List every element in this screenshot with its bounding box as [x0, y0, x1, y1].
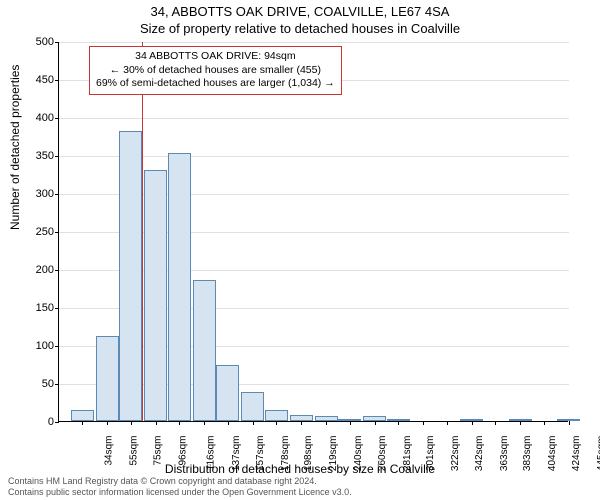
xtick-mark — [375, 421, 376, 425]
ytick-mark — [55, 384, 59, 385]
y-axis-label: Number of detached properties — [8, 65, 22, 230]
xtick-mark — [276, 421, 277, 425]
xtick-mark — [253, 421, 254, 425]
xtick-label: 34sqm — [104, 436, 115, 466]
ytick-mark — [55, 80, 59, 81]
xtick-mark — [204, 421, 205, 425]
ytick-label: 200 — [14, 264, 54, 276]
annotation-line: ← 30% of detached houses are smaller (45… — [96, 64, 335, 78]
xtick-mark — [423, 421, 424, 425]
xtick-mark — [569, 421, 570, 425]
histogram-bar — [216, 365, 239, 421]
annotation-line: 34 ABBOTTS OAK DRIVE: 94sqm — [96, 50, 335, 64]
histogram-bar — [265, 410, 288, 421]
histogram-bar — [193, 280, 216, 421]
gridline — [59, 118, 569, 119]
ytick-mark — [55, 156, 59, 157]
ytick-mark — [55, 232, 59, 233]
x-axis-label: Distribution of detached houses by size … — [0, 462, 600, 476]
ytick-label: 50 — [14, 378, 54, 390]
footer-attribution: Contains HM Land Registry data © Crown c… — [8, 476, 352, 498]
annotation-line: 69% of semi-detached houses are larger (… — [96, 77, 335, 91]
ytick-label: 100 — [14, 340, 54, 352]
ytick-label: 500 — [14, 36, 54, 48]
chart-area: 05010015020025030035040045050034sqm55sqm… — [58, 42, 568, 422]
histogram-bar — [96, 336, 119, 421]
ytick-mark — [55, 118, 59, 119]
xtick-label: 96sqm — [177, 436, 188, 466]
page-title: 34, ABBOTTS OAK DRIVE, COALVILLE, LE67 4… — [0, 0, 600, 19]
ytick-mark — [55, 42, 59, 43]
annotation-box: 34 ABBOTTS OAK DRIVE: 94sqm← 30% of deta… — [89, 46, 342, 95]
marker-line — [142, 42, 143, 421]
page-subtitle: Size of property relative to detached ho… — [0, 19, 600, 36]
xtick-mark — [350, 421, 351, 425]
xtick-mark — [228, 421, 229, 425]
xtick-mark — [301, 421, 302, 425]
ytick-mark — [55, 346, 59, 347]
ytick-mark — [55, 270, 59, 271]
xtick-mark — [398, 421, 399, 425]
ytick-label: 350 — [14, 150, 54, 162]
ytick-label: 300 — [14, 188, 54, 200]
ytick-label: 450 — [14, 74, 54, 86]
ytick-mark — [55, 422, 59, 423]
xtick-mark — [447, 421, 448, 425]
xtick-mark — [495, 421, 496, 425]
histogram-bar — [168, 153, 191, 421]
plot-region: 05010015020025030035040045050034sqm55sqm… — [58, 42, 568, 422]
ytick-label: 150 — [14, 302, 54, 314]
xtick-mark — [326, 421, 327, 425]
histogram-bar — [241, 392, 264, 421]
ytick-mark — [55, 194, 59, 195]
footer-line-1: Contains HM Land Registry data © Crown c… — [8, 476, 352, 487]
xtick-mark — [156, 421, 157, 425]
ytick-mark — [55, 308, 59, 309]
xtick-mark — [131, 421, 132, 425]
xtick-mark — [544, 421, 545, 425]
xtick-mark — [107, 421, 108, 425]
ytick-label: 250 — [14, 226, 54, 238]
histogram-bar — [144, 170, 167, 421]
xtick-mark — [82, 421, 83, 425]
xtick-label: 75sqm — [152, 436, 163, 466]
histogram-bar — [119, 131, 142, 421]
gridline — [59, 42, 569, 43]
ytick-label: 0 — [14, 416, 54, 428]
xtick-label: 55sqm — [129, 436, 140, 466]
xtick-mark — [179, 421, 180, 425]
histogram-bar — [71, 410, 94, 421]
xtick-mark — [520, 421, 521, 425]
footer-line-2: Contains public sector information licen… — [8, 487, 352, 498]
xtick-mark — [472, 421, 473, 425]
ytick-label: 400 — [14, 112, 54, 124]
